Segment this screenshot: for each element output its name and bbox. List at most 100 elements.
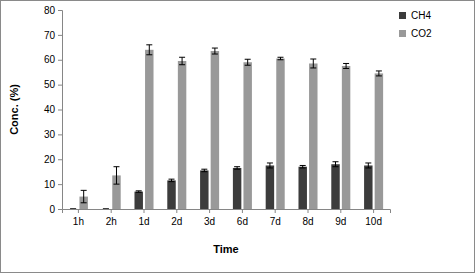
y-tick: 10 [44, 179, 62, 190]
bar [178, 61, 186, 209]
x-tick-label: 1h [73, 216, 84, 227]
error-bar [365, 163, 371, 168]
error-bar [212, 48, 218, 54]
x-axis: 1h 2h 1d 2d 3d 6d 7d 8d 9d 10d [63, 209, 391, 227]
x-tick-mark [144, 209, 145, 213]
y-axis-title: Conc. (%) [8, 84, 20, 135]
bar [276, 59, 284, 209]
error-bar [277, 57, 283, 59]
x-tick-label: 2h [106, 216, 117, 227]
bar [167, 180, 175, 209]
y-tick: 0 [49, 204, 62, 215]
x-tick-mark [373, 209, 374, 213]
bar [331, 164, 339, 209]
y-tick-label: 20 [44, 154, 56, 165]
legend-swatch [399, 30, 406, 37]
bar [309, 63, 317, 209]
y-tick: 30 [44, 129, 62, 140]
error-bar [146, 45, 152, 55]
y-tick-mark [58, 209, 62, 210]
x-tick-label: 8d [302, 216, 313, 227]
bar [298, 167, 306, 209]
x-axis-title: Time [213, 243, 238, 255]
y-tick-label: 30 [44, 129, 56, 140]
plot: 0 10 20 30 40 50 60 70 80 1h 2h 1d 2d 3d 6d 7d 8d 9d 10d [44, 5, 391, 227]
y-tick-label: 70 [44, 30, 56, 41]
y-tick: 20 [44, 154, 62, 165]
error-bar [136, 191, 142, 192]
x-tick-label: 6d [237, 216, 248, 227]
error-bar [343, 63, 349, 68]
legend-swatch [399, 12, 406, 19]
y-axis: 0 10 20 30 40 50 60 70 80 [44, 5, 63, 215]
marks [70, 45, 383, 209]
x-tick-mark [78, 209, 79, 213]
error-bar [310, 59, 316, 68]
y-tick: 50 [44, 79, 62, 90]
x-tick-label: 3d [204, 216, 215, 227]
y-tick-label: 80 [44, 5, 56, 16]
error-bar [179, 57, 185, 64]
x-tick-mark [111, 209, 112, 213]
bar [364, 165, 372, 209]
y-tick: 70 [44, 30, 62, 41]
legend-item: CO2 [399, 28, 432, 39]
error-bar [70, 209, 76, 210]
bar [102, 209, 110, 210]
bar [233, 168, 241, 209]
x-tick: 7d [270, 209, 281, 227]
x-tick-label: 2d [171, 216, 182, 227]
chart-border [1, 1, 475, 273]
y-tick: 80 [44, 5, 62, 16]
bar [211, 51, 219, 209]
x-tick: 9d [335, 209, 346, 227]
legend: CH4 CO2 [399, 10, 432, 39]
y-tick-mark [58, 110, 62, 111]
y-tick-label: 0 [49, 204, 55, 215]
y-tick-label: 40 [44, 104, 56, 115]
x-tick-label: 10d [365, 216, 382, 227]
y-tick: 60 [44, 54, 62, 65]
y-axis-line [58, 11, 63, 210]
bar [145, 50, 153, 209]
legend-item: CH4 [399, 10, 431, 21]
y-tick-label: 60 [44, 54, 56, 65]
x-tick: 1d [138, 209, 149, 227]
series [79, 45, 383, 209]
bar [375, 73, 383, 209]
x-tick: 10d [365, 209, 382, 227]
error-bar [103, 209, 109, 210]
chart: 0 10 20 30 40 50 60 70 80 1h 2h 1d 2d 3d 6d 7d 8d 9d 10d Ti… [0, 0, 475, 273]
y-tick-mark [58, 10, 62, 11]
y-tick-label: 50 [44, 79, 56, 90]
legend-label: CH4 [411, 10, 431, 21]
x-tick: 3d [204, 209, 215, 227]
x-tick-mark [209, 209, 210, 213]
x-tick-mark [340, 209, 341, 213]
x-tick-label: 9d [335, 216, 346, 227]
bar [134, 192, 142, 209]
legend-label: CO2 [411, 28, 432, 39]
error-bar [333, 162, 339, 167]
x-tick: 8d [302, 209, 313, 227]
error-bar [376, 71, 382, 76]
y-tick-mark [58, 35, 62, 36]
error-bar [201, 169, 207, 171]
x-tick-mark [242, 209, 243, 213]
bar [243, 62, 251, 209]
x-tick-mark [176, 209, 177, 213]
x-tick-mark [275, 209, 276, 213]
x-tick: 2h [106, 209, 117, 227]
error-bar [81, 190, 87, 202]
x-tick-label: 7d [270, 216, 281, 227]
error-bar [113, 167, 119, 184]
y-tick-mark [58, 60, 62, 61]
y-tick-mark [58, 159, 62, 160]
x-tick: 1h [73, 209, 84, 227]
x-tick-label: 1d [138, 216, 149, 227]
bar [342, 66, 350, 209]
error-bar [169, 179, 175, 181]
bar [200, 170, 208, 209]
error-bar [234, 167, 240, 169]
x-tick: 2d [171, 209, 182, 227]
